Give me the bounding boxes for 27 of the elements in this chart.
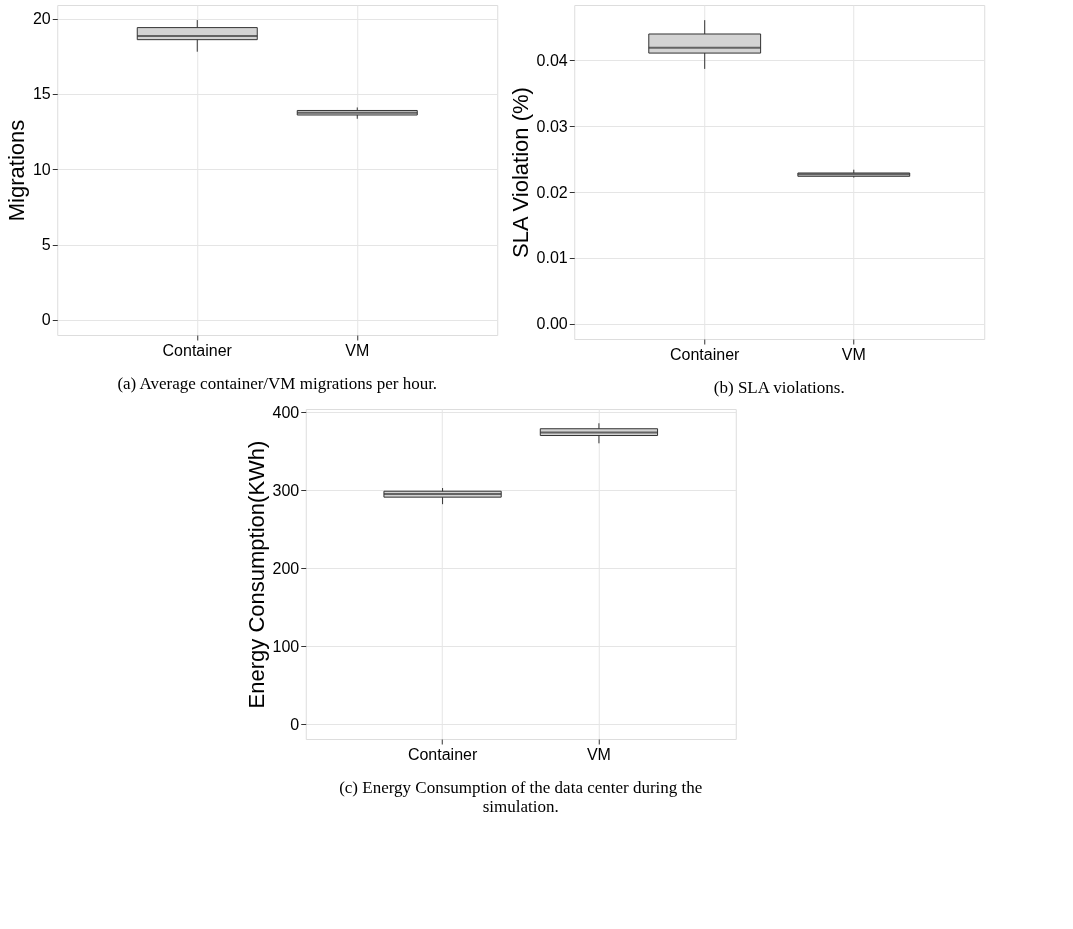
text: (c) Energy Consumption of the data center during the simulation. [339, 778, 703, 816]
y-tick-label: 100 [272, 637, 300, 655]
y-axis-title: Energy Consumption(KWh) [243, 440, 269, 709]
y-tick-label: 200 [272, 559, 300, 577]
x-tick-label: Container [670, 345, 741, 363]
y-tick-label: 0.02 [536, 183, 568, 201]
y-axis-title: SLA Violation (%) [507, 87, 533, 258]
y-tick-label: 0 [41, 311, 51, 329]
y-tick-label: 0.03 [536, 117, 568, 135]
y-tick-label: 5 [41, 236, 51, 254]
x-tick-label: VM [345, 341, 370, 359]
y-tick-label: 400 [272, 403, 300, 421]
y-tick-label: 0.01 [536, 249, 568, 267]
y-tick-label: 0 [290, 715, 300, 733]
x-tick-label: Container [162, 341, 233, 359]
y-tick-label: 300 [272, 481, 300, 499]
y-tick-label: 20 [32, 10, 51, 28]
x-tick-label: Container [407, 745, 478, 763]
text: (a) Average container/VM migrations per hour. [117, 374, 438, 393]
y-tick-label: 10 [32, 160, 51, 178]
x-tick-label: VM [586, 745, 611, 763]
y-tick-label: 15 [32, 85, 51, 103]
y-tick-label: 0.04 [536, 51, 568, 69]
y-axis-title: Migrations [3, 119, 29, 222]
text: (b) SLA violations. [713, 378, 845, 397]
y-tick-label: 0.00 [536, 315, 568, 333]
x-tick-label: VM [841, 345, 866, 363]
